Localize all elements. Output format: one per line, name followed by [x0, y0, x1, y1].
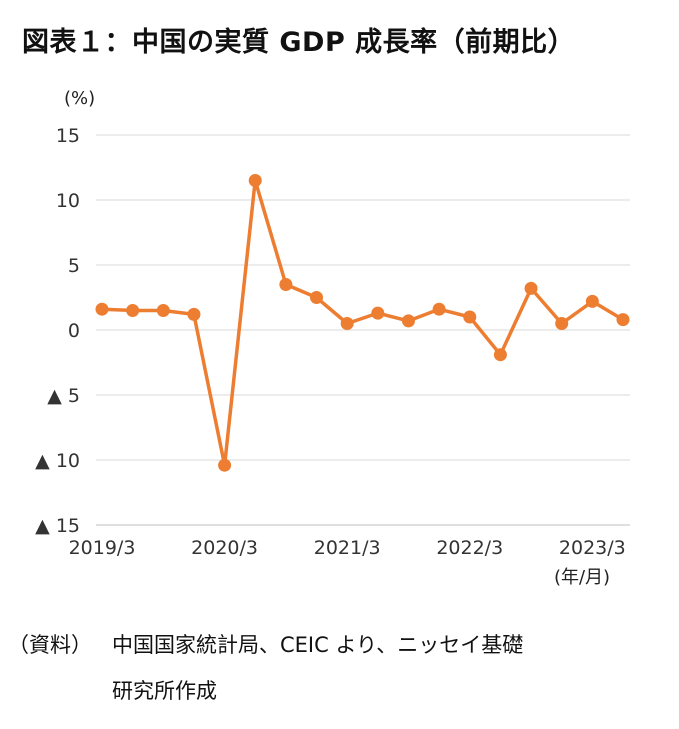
y-tick-label: ▲ 5: [47, 385, 80, 407]
data-point: [310, 291, 324, 304]
data-point: [187, 307, 201, 321]
data-point: [371, 306, 385, 320]
chart-title: 図表１：中国の実質 GDP 成長率（前期比）: [22, 27, 576, 58]
source-label: （資料）: [8, 633, 92, 657]
gridlines: [96, 134, 630, 461]
data-point: [156, 304, 170, 317]
source-text-line1: 中国国家統計局、CEIC より、ニッセイ基礎: [112, 633, 524, 657]
x-axis-unit-label: (年/月): [554, 567, 610, 588]
y-tick-label: 15: [56, 125, 80, 147]
x-tick-label: 2021/3: [314, 537, 381, 559]
data-point: [493, 348, 507, 362]
y-tick-labels: 15 10 5 0 ▲ 5 ▲ 10 ▲ 15: [35, 125, 80, 537]
data-point: [463, 310, 477, 324]
x-tick-label: 2023/3: [559, 537, 626, 559]
y-tick-label: ▲ 10: [35, 450, 80, 472]
data-point: [126, 304, 140, 317]
x-tick-label: 2019/3: [69, 537, 136, 559]
data-point: [616, 313, 630, 327]
x-tick-label: 2020/3: [191, 537, 258, 559]
y-tick-label: ▲ 15: [35, 515, 80, 537]
source-text-line2: 研究所作成: [112, 679, 217, 703]
data-point: [279, 278, 293, 291]
data-point: [401, 314, 415, 328]
series-line: [101, 178, 624, 467]
data-point: [432, 302, 446, 316]
y-axis-unit-label: (%): [64, 88, 95, 109]
y-tick-label: 5: [68, 255, 80, 277]
y-tick-label: 10: [56, 190, 80, 212]
data-point: [248, 174, 262, 187]
x-tick-labels: 2019/3 2020/3 2021/3 2022/3 2023/3: [69, 537, 626, 559]
data-point: [555, 317, 569, 330]
x-tick-label: 2022/3: [436, 537, 503, 559]
data-point: [524, 281, 538, 295]
y-tick-label: 0: [68, 320, 80, 342]
line-chart: 15 10 5 0 ▲ 5 ▲ 10 ▲ 15 2019/3 2020/3 2021/3 2022…: [35, 88, 630, 588]
series-layer: [95, 174, 630, 472]
data-point: [218, 458, 232, 472]
data-point: [585, 294, 599, 308]
data-point: [340, 317, 354, 330]
source-note: （資料） 中国国家統計局、CEIC より、ニッセイ基礎 研究所作成: [8, 622, 668, 714]
data-point: [95, 302, 109, 316]
